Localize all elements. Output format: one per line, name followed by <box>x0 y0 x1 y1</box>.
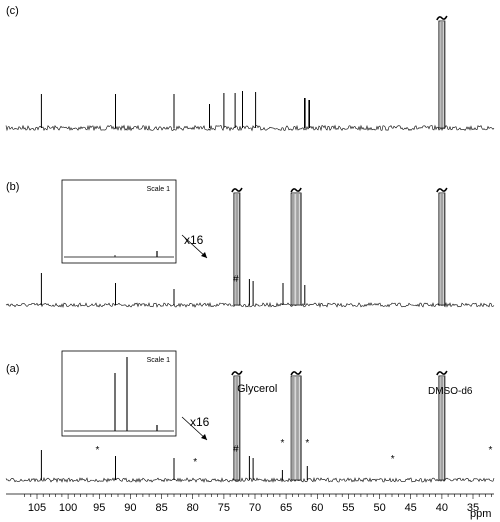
panel-a-multiplier: x16 <box>190 415 210 429</box>
x-tick-label: 65 <box>280 502 292 514</box>
x-tick-label: 40 <box>436 502 448 514</box>
panel-a-hash: # <box>233 444 239 455</box>
panel-a-label: (a) <box>6 363 19 375</box>
x-tick-label: 90 <box>124 502 136 514</box>
x-tick-label: 100 <box>59 502 77 514</box>
panel-a-arrow <box>181 416 208 441</box>
annotations-layer: * * * * * * <box>95 438 492 468</box>
x-tick-label: 60 <box>311 502 323 514</box>
panel-a-baseline <box>5 477 495 483</box>
axis-break-icon <box>436 370 448 376</box>
axis-break-icon <box>436 187 448 193</box>
panel-b-baseline <box>5 301 495 309</box>
x-axis: 105 100 95 90 85 80 75 70 65 60 55 50 45 40 35 <box>6 493 494 514</box>
panel-b-inset-label: Scale 1 <box>147 186 170 193</box>
x-tick-label: 70 <box>249 502 261 514</box>
x-tick-label: 105 <box>28 502 46 514</box>
x-tick-label: 50 <box>373 502 385 514</box>
x-tick-label: 80 <box>187 502 199 514</box>
axis-break-icon <box>436 15 448 21</box>
star-marker: * <box>95 445 99 456</box>
star-marker: * <box>391 454 395 465</box>
axis-break-icon <box>290 187 302 193</box>
x-tick-label: 85 <box>155 502 167 514</box>
dmso-label: DMSO-d6 <box>428 386 473 397</box>
star-marker: * <box>193 457 197 468</box>
panel-b-spectrum <box>5 187 495 309</box>
panel-b-arrow-head <box>201 252 207 258</box>
panel-b-multiplier: x16 <box>184 233 204 247</box>
x-tick-label: 35 <box>467 502 479 514</box>
x-tick-label: 75 <box>218 502 230 514</box>
axis-break-icon <box>231 370 243 376</box>
panel-a-arrow-head <box>201 434 207 440</box>
x-tick-label: 45 <box>405 502 417 514</box>
star-marker: * <box>305 438 309 449</box>
x-tick-label: 55 <box>342 502 354 514</box>
panel-b-inset <box>61 179 177 264</box>
star-marker: * <box>280 438 284 449</box>
panel-a-inset-label: Scale 1 <box>147 357 170 364</box>
axis-break-icon <box>290 370 302 376</box>
glycerol-label: Glycerol <box>237 383 277 395</box>
panel-c-baseline <box>5 124 495 132</box>
panel-a-inset <box>61 350 177 437</box>
panel-c-spectrum <box>5 15 495 132</box>
clipped-peak <box>438 192 446 306</box>
panel-b-label: (b) <box>6 181 19 193</box>
star-marker: * <box>488 445 492 456</box>
x-axis-label: ppm <box>470 508 491 520</box>
panel-c-label: (c) <box>6 5 19 17</box>
clipped-peak <box>233 375 241 481</box>
axis-break-icon <box>231 187 243 193</box>
panel-a-spectrum <box>5 370 495 483</box>
clipped-peak <box>438 20 446 129</box>
panel-b-hash: # <box>233 274 239 285</box>
clipped-peak <box>233 192 241 306</box>
clipped-peak <box>438 375 446 481</box>
x-tick-label: 95 <box>93 502 105 514</box>
